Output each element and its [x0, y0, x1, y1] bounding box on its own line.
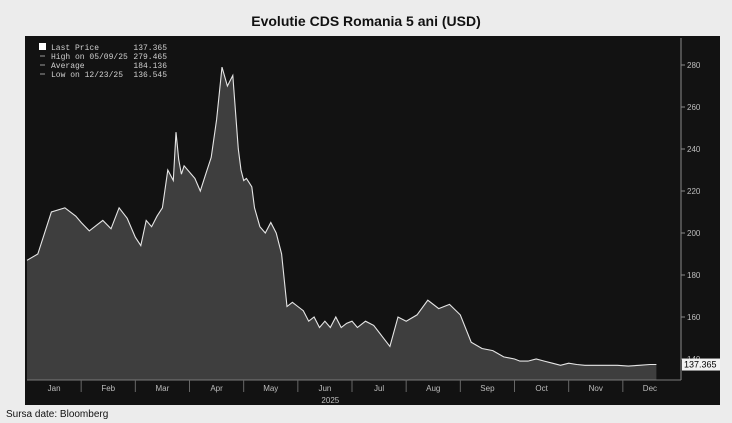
x-tick-label: Feb: [101, 384, 115, 393]
legend-swatch: [39, 43, 46, 50]
x-year-label: 2025: [321, 396, 339, 405]
y-tick-label: 180: [687, 271, 701, 280]
series-area: [27, 67, 657, 380]
legend-label: Low on 12/23/25: [51, 71, 123, 80]
x-tick-label: Oct: [535, 384, 548, 393]
legend-value: 137.365: [133, 44, 167, 53]
x-tick-label: Jul: [374, 384, 384, 393]
y-tick-label: 200: [687, 229, 701, 238]
last-price-label: 137.365: [684, 360, 717, 370]
x-tick-label: Apr: [210, 384, 223, 393]
x-tick-label: Mar: [156, 384, 170, 393]
x-tick-label: Dec: [643, 384, 657, 393]
series-line: [26, 66, 657, 367]
y-tick-label: 160: [687, 313, 701, 322]
x-tick-label: Jun: [318, 384, 331, 393]
legend-label: High on 05/09/25: [51, 53, 128, 62]
legend-value: 136.545: [133, 71, 167, 80]
legend-value: 279.465: [133, 53, 167, 62]
legend-label: Average: [51, 62, 85, 71]
x-tick-label: Sep: [480, 384, 495, 393]
y-tick-label: 240: [687, 145, 701, 154]
chart-title: Evolutie CDS Romania 5 ani (USD): [251, 13, 481, 29]
chart-svg: Last Price 137.365 High on 05/09/25 279.465…: [26, 38, 720, 405]
legend-label: Last Price: [51, 44, 99, 53]
y-tick-label: 280: [687, 61, 701, 70]
x-tick-label: Aug: [426, 384, 440, 393]
chart-panel: Last Price 137.365 High on 05/09/25 279.465…: [25, 36, 720, 405]
source-note: Sursa date: Bloomberg: [6, 409, 109, 420]
legend-value: 184.136: [133, 62, 167, 71]
x-tick-label: May: [263, 384, 278, 393]
last-price-box: [682, 358, 720, 371]
x-tick-label: Nov: [589, 384, 603, 393]
y-tick-label: 220: [687, 187, 701, 196]
y-tick-label: 260: [687, 103, 701, 112]
x-tick-label: Jan: [48, 384, 61, 393]
